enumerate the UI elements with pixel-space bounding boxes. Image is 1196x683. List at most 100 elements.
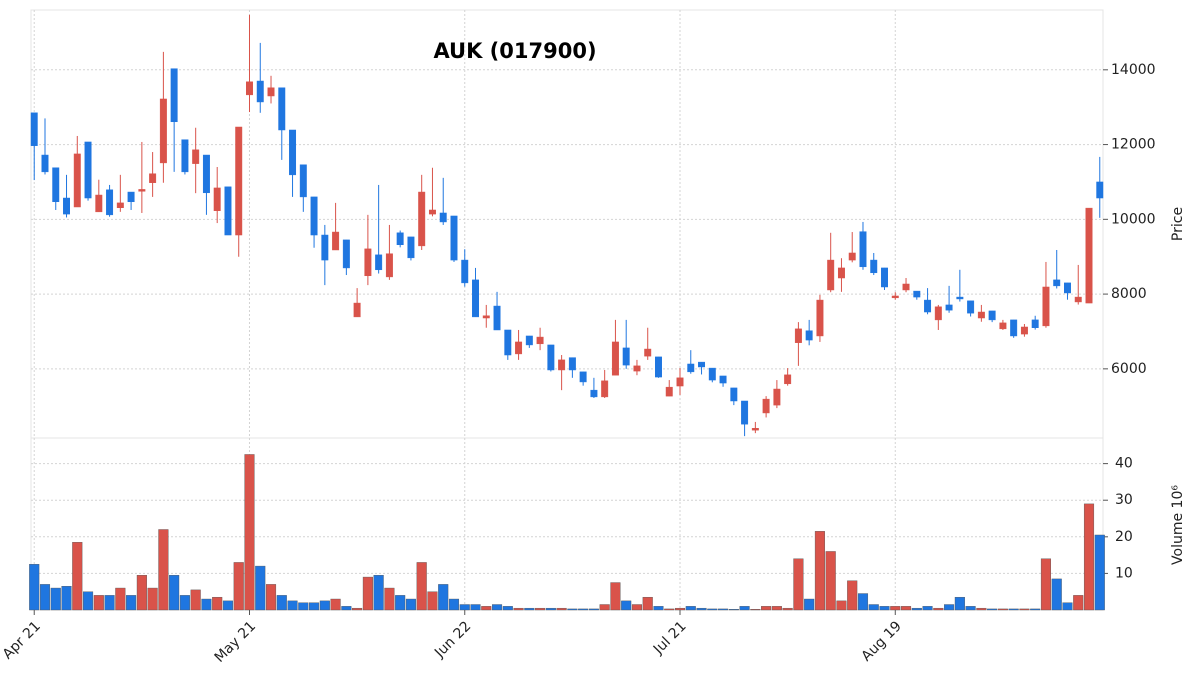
candle-body — [63, 197, 70, 215]
candle-body — [945, 304, 953, 311]
x-tick-label: Aug 19 — [859, 618, 905, 664]
candle-body — [558, 359, 566, 371]
volume-bar — [362, 576, 373, 611]
volume-bar — [222, 600, 234, 611]
candle-body — [967, 300, 975, 314]
candle-body — [837, 267, 845, 279]
candle-body — [159, 98, 167, 164]
candle-body — [418, 191, 426, 247]
volume-bar — [1030, 608, 1041, 611]
volume-bar — [814, 531, 825, 611]
volume-bar — [126, 595, 137, 611]
candle-body — [181, 139, 189, 173]
volume-bar — [1083, 503, 1095, 611]
volume-bar — [93, 595, 104, 611]
candle-body — [622, 347, 630, 366]
volume-bar — [545, 607, 556, 611]
candle-body — [1010, 319, 1018, 337]
candle-body — [213, 187, 221, 211]
volume-bar — [405, 598, 416, 611]
candle-body — [1031, 319, 1039, 328]
y-tick-label: 30 — [1115, 492, 1133, 508]
x-tick-label: Jul 21 — [650, 618, 690, 658]
volume-bar — [29, 564, 40, 611]
candle-body — [977, 311, 985, 319]
candle-body — [396, 232, 404, 245]
candle-body — [310, 196, 318, 236]
y-tick-label: 20 — [1115, 529, 1133, 545]
volume-bar — [384, 587, 395, 611]
candle-body — [299, 164, 307, 198]
candle-body — [698, 361, 706, 368]
volume-bar — [653, 606, 664, 611]
candle-body — [913, 290, 921, 298]
candle-body — [375, 254, 383, 271]
volume-bar — [1062, 602, 1073, 611]
volume-bar — [739, 606, 750, 611]
y-tick-label: 14000 — [1111, 62, 1156, 78]
candle-body — [525, 335, 533, 346]
volume-bar — [922, 606, 933, 611]
candle-body — [342, 239, 350, 269]
volume-bar — [212, 596, 223, 611]
candle-body — [881, 267, 888, 288]
price-axis-label: Price — [1170, 207, 1186, 241]
candle-body — [267, 87, 275, 97]
candle-body — [827, 259, 835, 291]
candle-body — [1020, 326, 1028, 335]
volume-bar — [352, 607, 363, 611]
volume-bar — [728, 609, 739, 611]
candle-body — [579, 371, 587, 383]
volume-bar — [944, 604, 955, 611]
volume-bar — [674, 607, 686, 611]
candle-body — [224, 186, 232, 236]
volume-bar — [448, 598, 460, 611]
candle-body — [1074, 296, 1082, 303]
candle-body — [924, 299, 932, 313]
candle-body — [1042, 286, 1050, 327]
volume-bar — [631, 604, 643, 611]
candle-body — [708, 367, 716, 381]
volume-bar — [72, 542, 83, 611]
volume-bar — [976, 607, 987, 611]
candle-body — [816, 299, 824, 337]
volume-bar — [1008, 608, 1019, 611]
volume-bar — [309, 602, 320, 611]
candle-body — [687, 363, 695, 373]
volume-bar — [201, 598, 212, 611]
volume-bar — [836, 600, 847, 611]
chart-title: AUK (017900) — [433, 39, 596, 63]
volume-bar — [438, 584, 449, 611]
volume-bar — [1094, 534, 1105, 611]
candle-body — [504, 329, 512, 356]
volume-bar — [276, 595, 287, 611]
volume-panel — [30, 437, 1104, 611]
candle-body — [461, 259, 469, 284]
volume-bar — [685, 606, 696, 611]
candle-body — [934, 306, 942, 321]
candle-body — [321, 234, 329, 261]
candle-body — [859, 231, 867, 268]
candle-body — [956, 296, 964, 300]
volume-bar — [524, 607, 535, 611]
candle-body — [439, 212, 447, 223]
candle-body — [999, 322, 1007, 330]
volume-bar — [1051, 578, 1062, 611]
candle-body — [256, 80, 264, 103]
volume-bar — [470, 604, 481, 611]
x-tick-label: Apr 21 — [0, 618, 44, 662]
x-tick-label: Jun 22 — [431, 618, 474, 661]
candle-body — [84, 141, 92, 199]
volume-bar — [599, 604, 610, 611]
candle-body — [472, 279, 479, 318]
candle-body — [450, 215, 458, 261]
candle-body — [762, 398, 770, 414]
volume-bar — [158, 529, 169, 611]
volume-bar — [50, 587, 61, 611]
volume-bar — [718, 608, 729, 611]
volume-bar — [502, 606, 513, 611]
candle-body — [633, 365, 641, 372]
y-tick-label: 6000 — [1111, 361, 1147, 377]
volume-bar — [265, 584, 277, 611]
